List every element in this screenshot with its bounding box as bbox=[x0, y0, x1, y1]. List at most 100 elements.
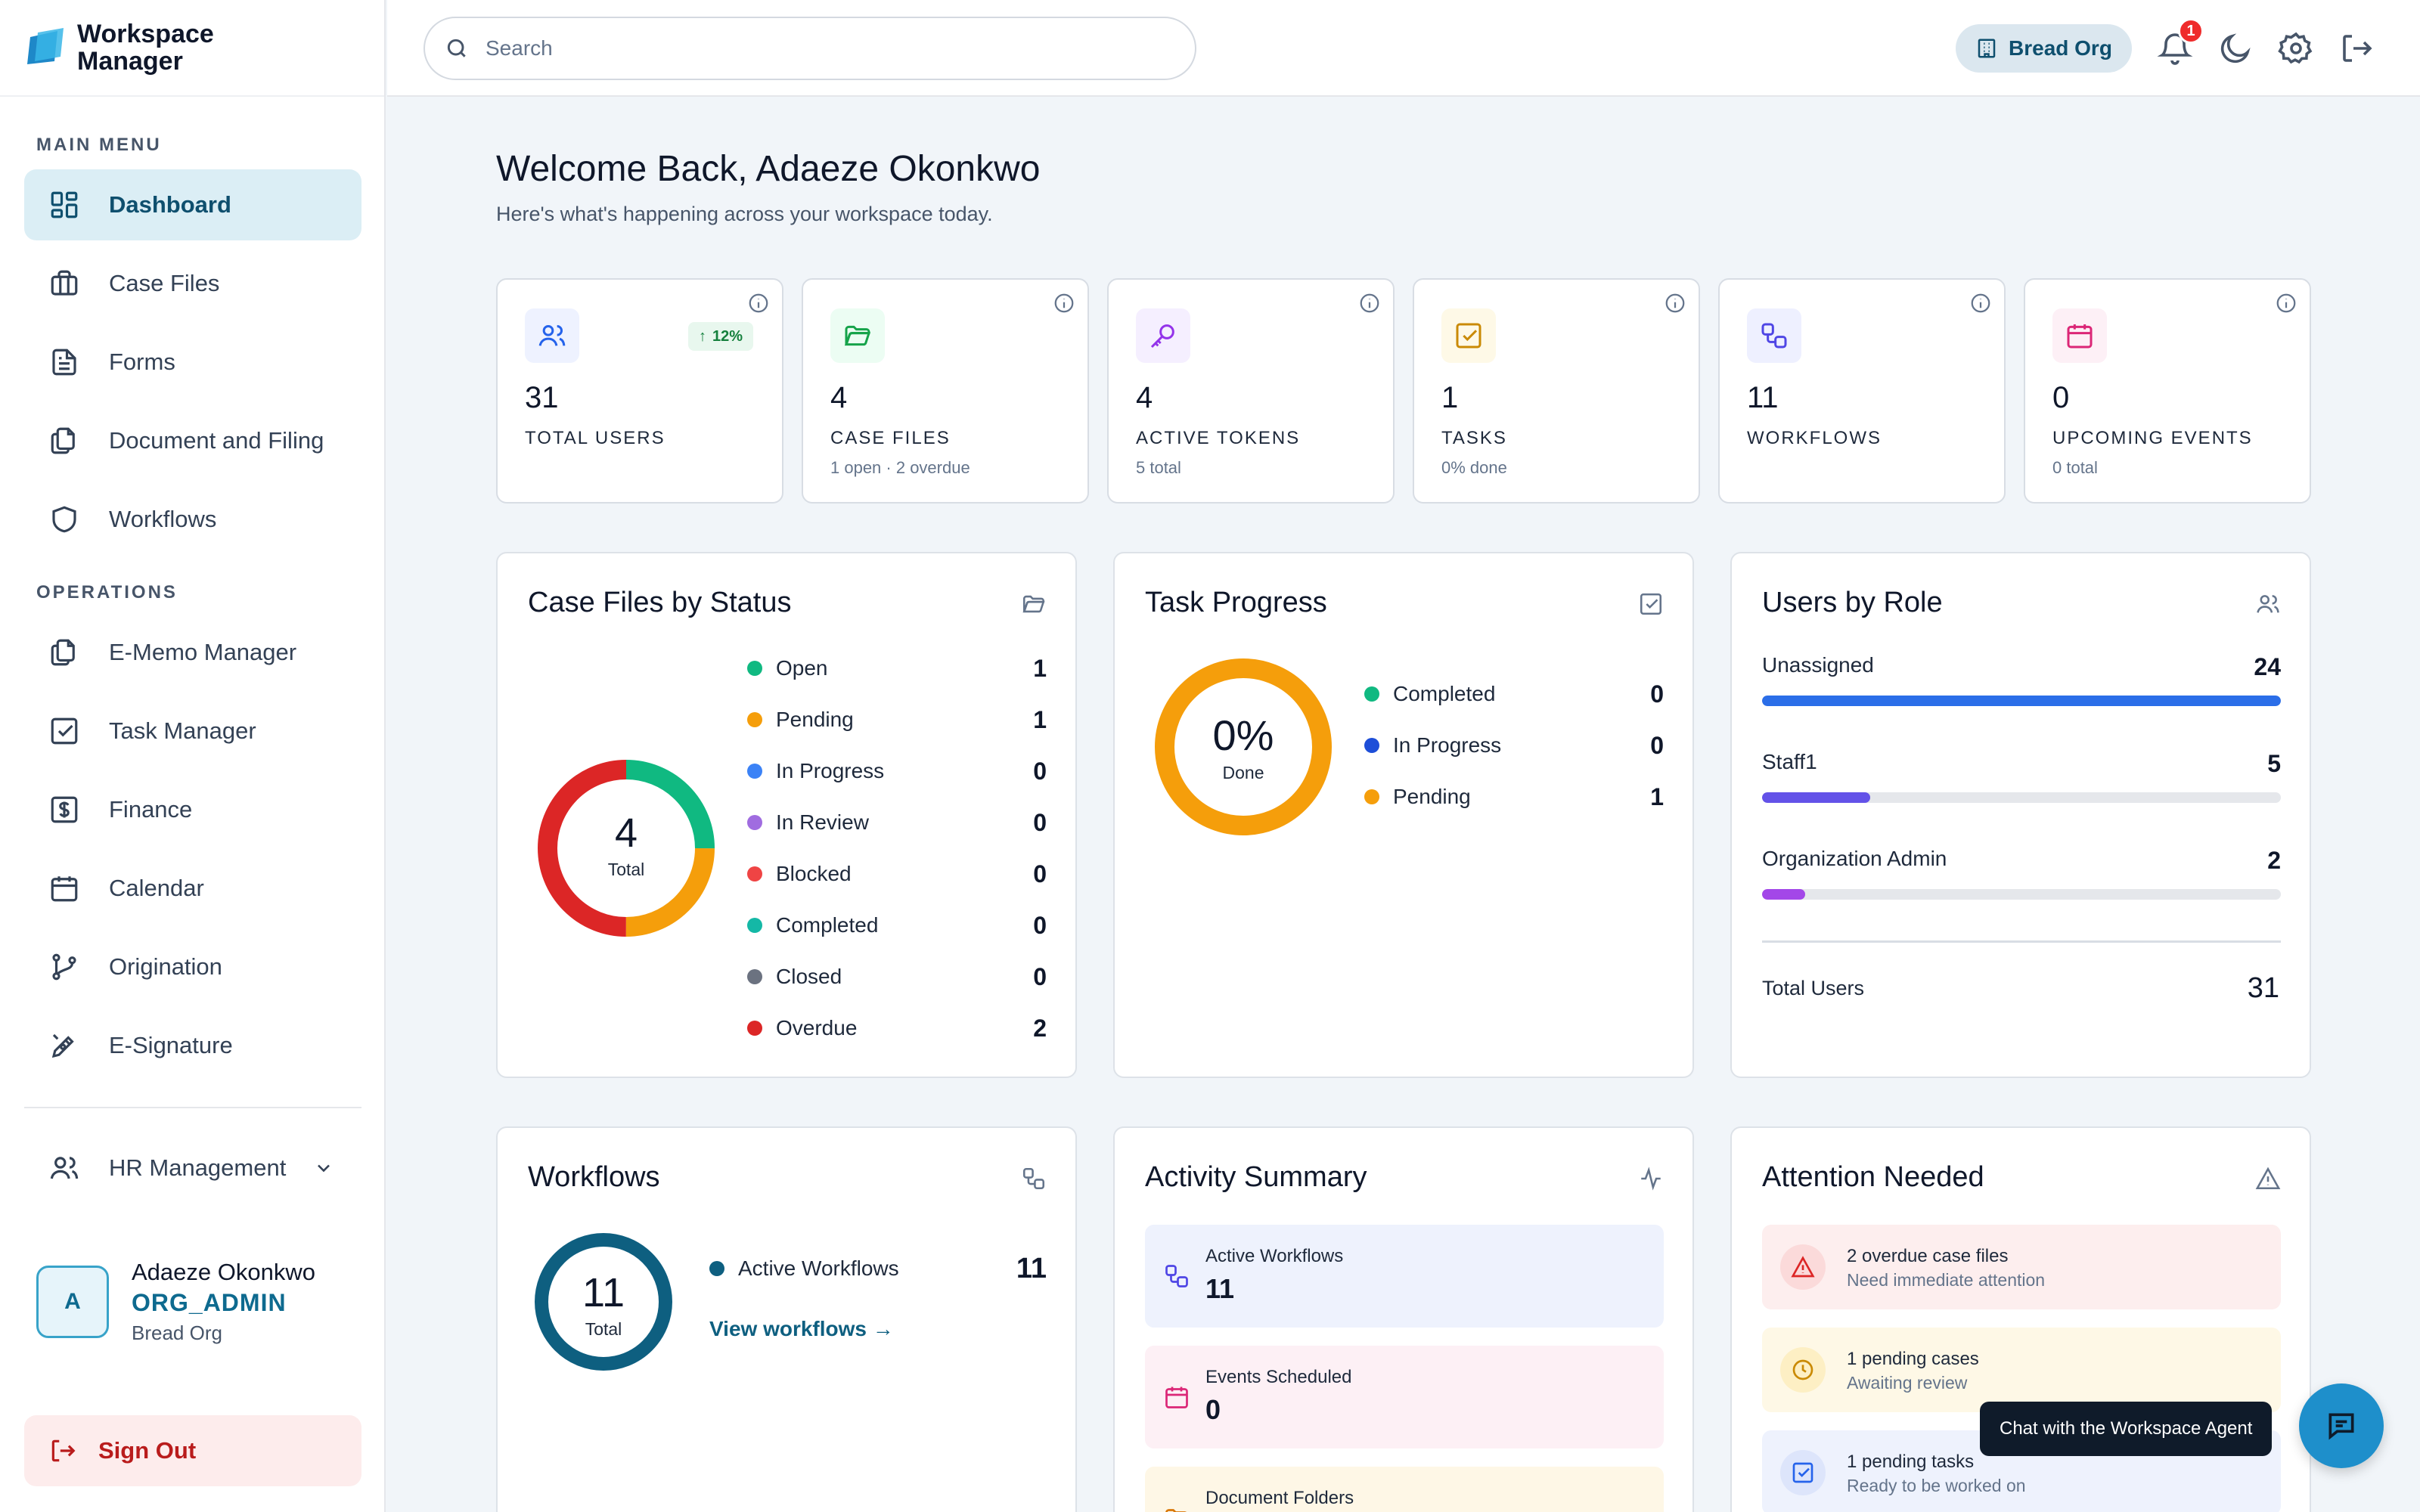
legend-dot bbox=[1364, 789, 1379, 804]
legend-dot bbox=[709, 1261, 724, 1276]
case-status-legend-row: Overdue 2 bbox=[747, 1013, 1047, 1043]
org-switcher-button[interactable]: Bread Org bbox=[1956, 24, 2132, 73]
stat-icon-box bbox=[2052, 308, 2107, 363]
stat-icon-box bbox=[1441, 308, 1496, 363]
case-status-legend-row: Completed 0 bbox=[747, 910, 1047, 940]
sidebar-item-forms[interactable]: Forms bbox=[24, 327, 361, 398]
calendar-icon bbox=[1165, 1387, 1188, 1408]
info-icon[interactable] bbox=[1969, 292, 1992, 314]
panel-title: Users by Role bbox=[1762, 587, 1943, 618]
sidebar-item-origination[interactable]: Origination bbox=[24, 931, 361, 1002]
search-input[interactable] bbox=[486, 36, 1166, 60]
task-legend-row: Pending 1 bbox=[1364, 782, 1664, 812]
workflows-ring-track bbox=[535, 1233, 672, 1371]
attention-icon-circle bbox=[1780, 1450, 1826, 1495]
case-status-legend-row: In Progress 0 bbox=[747, 756, 1047, 786]
case-status-legend-row: In Review 0 bbox=[747, 807, 1047, 838]
view-workflows-link[interactable]: View workflows → bbox=[709, 1317, 894, 1340]
logout-icon[interactable] bbox=[2338, 30, 2375, 67]
stat-card-upcoming-events[interactable]: 0 UPCOMING EVENTS 0 total bbox=[2024, 278, 2311, 503]
user-card[interactable]: A Adaeze Okonkwo ORG_ADMIN Bread Org bbox=[36, 1249, 369, 1355]
stat-icon-box bbox=[525, 308, 579, 363]
brand[interactable]: Workspace Manager bbox=[0, 0, 384, 97]
info-icon[interactable] bbox=[2275, 292, 2297, 314]
donut-total-label: Total bbox=[608, 860, 645, 879]
info-icon[interactable] bbox=[1358, 292, 1381, 314]
page-subtitle: Here's what's happening across your work… bbox=[496, 203, 993, 225]
workflows-total: 11 bbox=[582, 1270, 625, 1315]
sidebar-item-workflows[interactable]: Workflows bbox=[24, 484, 361, 555]
gear-icon[interactable] bbox=[2278, 30, 2314, 67]
legend-dot bbox=[747, 969, 762, 984]
activity-tile-value: 11 bbox=[1205, 1273, 1235, 1304]
attention-title: 1 pending cases bbox=[1847, 1349, 1979, 1369]
sidebar-item-task-manager[interactable]: Task Manager bbox=[24, 696, 361, 767]
calendar-icon bbox=[2067, 324, 2093, 349]
activity-tile-events[interactable]: Events Scheduled 0 bbox=[1145, 1346, 1664, 1448]
attention-icon-circle bbox=[1780, 1347, 1826, 1393]
sidebar-item-dashboard[interactable]: Dashboard bbox=[24, 169, 361, 240]
pen-icon bbox=[51, 1033, 74, 1058]
sidebar-item-calendar[interactable]: Calendar bbox=[24, 853, 361, 924]
legend-value: 0 bbox=[1650, 680, 1664, 708]
stat-card-tasks[interactable]: 1 TASKS 0% done bbox=[1413, 278, 1700, 503]
donut-segment-pending bbox=[538, 760, 715, 937]
attention-tile-pending-cases[interactable]: 1 pending cases Awaiting review bbox=[1762, 1328, 2281, 1412]
stat-card-case-files[interactable]: 4 CASE FILES 1 open · 2 overdue bbox=[802, 278, 1089, 503]
panel-title: Task Progress bbox=[1145, 587, 1327, 618]
chevron-down-icon[interactable] bbox=[313, 1157, 334, 1179]
sidebar-item-case-files[interactable]: Case Files bbox=[24, 248, 361, 319]
info-icon[interactable] bbox=[747, 292, 770, 314]
sign-out-button[interactable]: Sign Out bbox=[24, 1415, 361, 1486]
case-status-legend-row: Blocked 0 bbox=[747, 859, 1047, 889]
calendar-icon bbox=[51, 876, 78, 902]
sidebar-item-e-memo[interactable]: E-Memo Manager bbox=[24, 617, 361, 688]
case-status-donut: 4 Total bbox=[538, 760, 715, 937]
attention-sub: Ready to be worked on bbox=[1847, 1476, 2026, 1495]
case-status-legend-row: Closed 0 bbox=[747, 962, 1047, 992]
info-icon[interactable] bbox=[1664, 292, 1686, 314]
search-box[interactable] bbox=[424, 17, 1196, 80]
grid-icon bbox=[51, 191, 78, 218]
legend-name: Pending bbox=[1393, 785, 1471, 808]
legend-name: Open bbox=[776, 656, 828, 680]
task-percent: 0% bbox=[1213, 711, 1274, 759]
chat-tooltip: Chat with the Workspace Agent bbox=[1980, 1402, 2273, 1456]
activity-tile-workflows[interactable]: Active Workflows 11 bbox=[1145, 1225, 1664, 1328]
activity-tile-folders[interactable]: Document Folders bbox=[1145, 1467, 1664, 1512]
checkbox-icon bbox=[1456, 323, 1481, 349]
users-icon bbox=[538, 325, 566, 346]
folder-open-icon bbox=[1022, 595, 1045, 613]
sidebar-item-e-signature[interactable]: E-Signature bbox=[24, 1010, 361, 1081]
stat-card-active-tokens[interactable]: 4 ACTIVE TOKENS 5 total bbox=[1107, 278, 1395, 503]
sign-out-icon bbox=[51, 1439, 76, 1462]
activity-tile-label: Events Scheduled bbox=[1205, 1367, 1352, 1387]
bell-icon[interactable] bbox=[2157, 30, 2193, 67]
sidebar-item-document-filing[interactable]: Document and Filing bbox=[24, 405, 361, 476]
stat-value: 0 bbox=[2052, 381, 2070, 414]
stat-label: ACTIVE TOKENS bbox=[1136, 428, 1301, 448]
stat-sub: 5 total bbox=[1136, 458, 1181, 477]
moon-icon[interactable] bbox=[2217, 30, 2254, 67]
sidebar-item-finance[interactable]: Finance bbox=[24, 774, 361, 845]
task-progress-ring: 0% Done bbox=[1155, 658, 1332, 835]
sidebar-item-label: Origination bbox=[109, 953, 222, 980]
sidebar-item-hr-management[interactable]: HR Management bbox=[24, 1132, 361, 1204]
role-count: 24 bbox=[2254, 653, 2281, 680]
attention-tile-overdue[interactable]: 2 overdue case files Need immediate atte… bbox=[1762, 1225, 2281, 1309]
case-files-status-panel: Case Files by Status 4 Total Open 1 Pendin… bbox=[496, 552, 1077, 1078]
brand-name: Workspace Manager bbox=[77, 20, 214, 76]
chat-agent-button[interactable] bbox=[2299, 1383, 2384, 1468]
legend-name: In Review bbox=[776, 810, 869, 834]
stat-card-total-users[interactable]: ↑ 12% 31 TOTAL USERS bbox=[496, 278, 783, 503]
page-title: Welcome Back, Adaeze Okonkwo bbox=[496, 149, 1041, 189]
legend-dot bbox=[747, 918, 762, 933]
legend-dot bbox=[747, 815, 762, 830]
stat-card-workflows[interactable]: 11 WORKFLOWS bbox=[1718, 278, 2006, 503]
sidebar-divider bbox=[24, 1107, 361, 1108]
legend-value: 1 bbox=[1033, 654, 1047, 682]
info-icon[interactable] bbox=[1053, 292, 1075, 314]
document-icon bbox=[52, 349, 76, 376]
checkbox-icon bbox=[1792, 1462, 1813, 1483]
users-icon bbox=[2257, 595, 2279, 613]
